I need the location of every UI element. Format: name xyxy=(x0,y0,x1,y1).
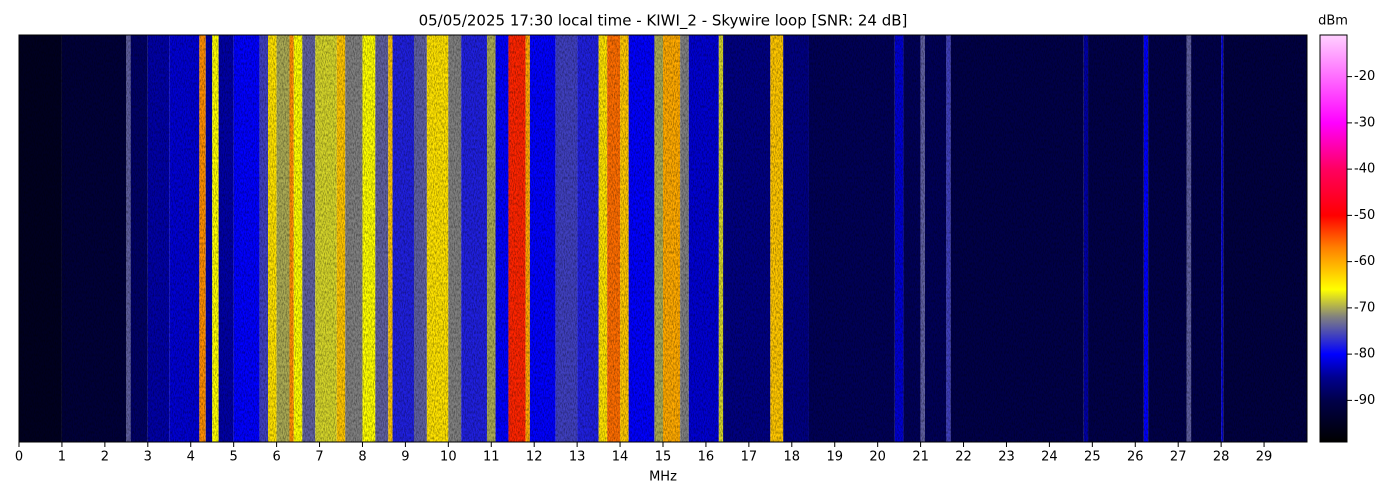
x-tick-label: 0 xyxy=(15,450,23,465)
x-tick-label: 29 xyxy=(1256,450,1273,465)
x-tick-label: 16 xyxy=(698,450,715,465)
x-tick-label: 27 xyxy=(1170,450,1187,465)
x-tick-label: 24 xyxy=(1041,450,1058,465)
colorbar-tick-label: -80 xyxy=(1354,347,1375,362)
x-tick-label: 3 xyxy=(144,450,152,465)
x-tick-label: 19 xyxy=(826,450,843,465)
colorbar-tick-label: -60 xyxy=(1354,254,1375,269)
x-tick-label: 25 xyxy=(1084,450,1101,465)
x-tick-label: 7 xyxy=(315,450,323,465)
x-tick-label: 20 xyxy=(869,450,886,465)
colorbar-tick-label: -70 xyxy=(1354,300,1375,315)
chart-title: 05/05/2025 17:30 local time - KIWI_2 - S… xyxy=(419,12,908,31)
x-tick-label: 21 xyxy=(912,450,929,465)
x-tick-label: 17 xyxy=(741,450,758,465)
colorbar-tick-label: -90 xyxy=(1354,393,1375,408)
x-tick-label: 22 xyxy=(955,450,972,465)
colorbar-tick-label: -40 xyxy=(1354,162,1375,177)
x-tick-label: 5 xyxy=(230,450,238,465)
x-tick-label: 8 xyxy=(358,450,366,465)
x-tick-label: 11 xyxy=(483,450,500,465)
x-tick-label: 13 xyxy=(569,450,586,465)
plot-area xyxy=(19,35,1307,442)
x-tick-label: 4 xyxy=(187,450,195,465)
x-tick-label: 26 xyxy=(1127,450,1144,465)
colorbar-label: dBm xyxy=(1318,14,1348,29)
x-tick-label: 2 xyxy=(101,450,109,465)
x-tick-label: 14 xyxy=(612,450,629,465)
colorbar xyxy=(1319,34,1348,443)
colorbar-tick-label: -20 xyxy=(1354,69,1375,84)
colorbar-tick-label: -50 xyxy=(1354,208,1375,223)
x-tick-label: 1 xyxy=(58,450,66,465)
x-tick-label: 6 xyxy=(272,450,280,465)
x-tick-label: 23 xyxy=(998,450,1015,465)
x-tick-label: 9 xyxy=(401,450,409,465)
x-tick-label: 28 xyxy=(1213,450,1230,465)
x-tick-label: 15 xyxy=(655,450,672,465)
x-tick-label: 10 xyxy=(440,450,457,465)
colorbar-tick-label: -30 xyxy=(1354,115,1375,130)
noise-texture xyxy=(19,35,1307,442)
x-tick-label: 18 xyxy=(784,450,801,465)
x-tick-label: 12 xyxy=(526,450,543,465)
x-axis-label: MHz xyxy=(649,470,677,485)
